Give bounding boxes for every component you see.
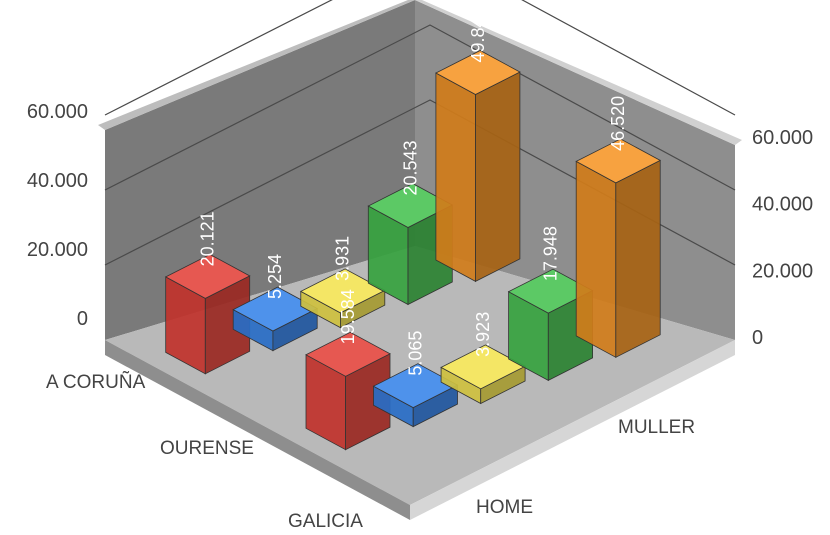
y-tick-label-right: 0	[752, 327, 763, 349]
data-label: 3.923	[473, 312, 493, 357]
bar	[299, 268, 386, 329]
bar-face-left	[575, 160, 617, 358]
bar	[440, 344, 526, 405]
bar-top	[575, 138, 662, 184]
gridline	[104, 0, 736, 116]
bar-top	[440, 344, 526, 390]
bar	[575, 138, 662, 358]
y-tick-label-right: 20.000	[752, 260, 813, 282]
back-wall-left	[105, 0, 415, 340]
y-axis-left: 0 20.000 40.000 60.000	[27, 101, 88, 330]
data-label: 19.584	[338, 289, 358, 344]
y-tick-label-right: 60.000	[752, 127, 813, 149]
depth-category-label: MULLER	[618, 417, 695, 438]
bar-top	[372, 363, 459, 409]
category-label: A CORUÑA	[46, 371, 146, 393]
bar	[164, 253, 251, 375]
gridline	[104, 24, 736, 191]
y-tick-label-left: 20.000	[27, 239, 88, 261]
data-label: 5.254	[265, 254, 285, 299]
bar	[435, 50, 521, 283]
bar-top	[232, 286, 319, 332]
floor-edge-left	[105, 340, 410, 520]
data-label: 20.543	[400, 140, 420, 195]
bar-top	[164, 253, 251, 299]
wall-top-left	[98, 0, 415, 130]
bars	[164, 50, 662, 451]
category-label: GALICIA	[288, 511, 363, 532]
data-label: 49.849	[468, 7, 488, 62]
data-label: 5.065	[406, 331, 426, 376]
data-labels: 20.121 5.254 3.931 19.584 20.543 5.065 49.849 3…	[198, 7, 628, 376]
bar-face-right	[475, 71, 521, 283]
bar	[507, 268, 594, 382]
y-axis-right: 0 20.000 40.000 60.000	[752, 127, 813, 349]
category-axis: A CORUÑA OURENSE GALICIA HOME MULLER	[46, 371, 695, 532]
depth-category-label: HOME	[476, 497, 533, 518]
y-tick-label-right: 40.000	[752, 194, 813, 216]
data-label: 46.520	[608, 96, 628, 151]
y-tick-label-left: 0	[77, 308, 88, 330]
data-label: 3.931	[333, 236, 353, 281]
data-label: 17.948	[541, 226, 561, 281]
bar-face-left	[435, 72, 476, 283]
wall-top-right	[415, 0, 742, 145]
y-tick-label-left: 40.000	[27, 170, 88, 192]
bar-top	[435, 50, 521, 95]
data-label: 20.121	[198, 211, 218, 266]
y-tick-label-left: 60.000	[27, 101, 88, 123]
bar-face-right	[615, 159, 661, 358]
bar	[305, 331, 391, 451]
bar-top	[299, 268, 386, 314]
category-label: OURENSE	[160, 438, 254, 459]
floor-edge-right	[410, 340, 735, 520]
bar	[232, 286, 319, 352]
bar-top	[305, 331, 391, 377]
bar	[367, 183, 454, 306]
